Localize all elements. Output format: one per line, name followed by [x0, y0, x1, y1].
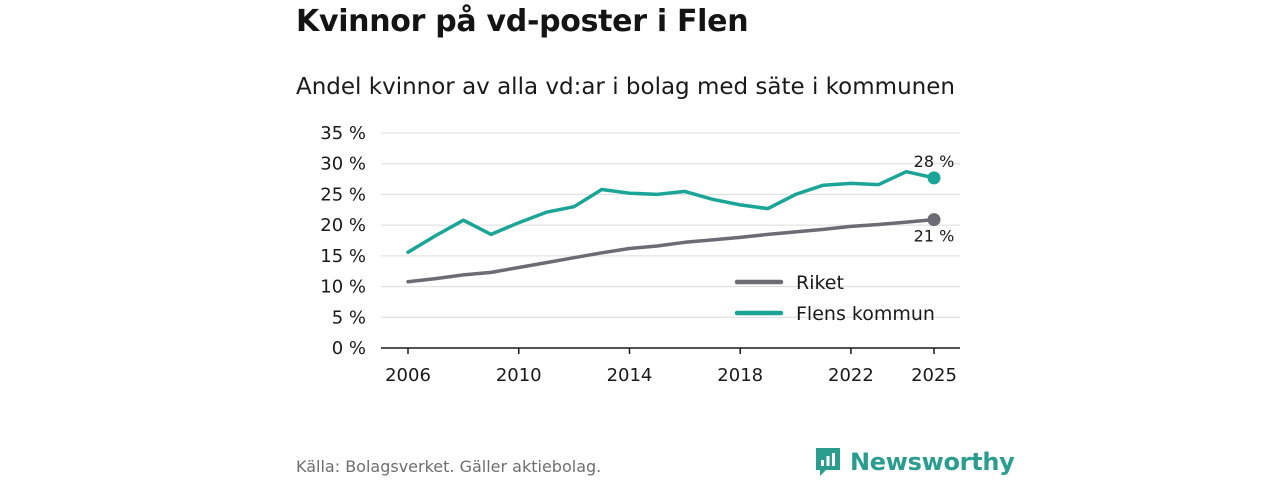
- end-point-marker: [927, 213, 941, 227]
- end-value-label: 28 %: [914, 152, 955, 171]
- series-line-flen: [406, 169, 936, 254]
- newsworthy-logo-icon: [816, 448, 840, 476]
- y-axis-ticks: 0 % 5 % 10 % 15 % 20 % 25 % 30 % 35 %: [320, 123, 366, 359]
- y-tick-label: 20 %: [320, 215, 366, 236]
- x-tick-label: 2018: [717, 365, 763, 386]
- series-line-riket: [406, 217, 936, 284]
- y-tick-label: 35 %: [320, 123, 366, 144]
- series-lines: 21 % 28 %: [406, 152, 955, 284]
- x-tick-label: 2014: [607, 365, 653, 386]
- legend-label: Riket: [796, 272, 844, 294]
- y-tick-label: 5 %: [332, 307, 366, 328]
- chart-subtitle: Andel kvinnor av alla vd:ar i bolag med …: [296, 74, 955, 100]
- x-axis-ticks: 2006 2010 2014 2018 2022 2025: [381, 347, 960, 386]
- brand-logo: Newsworthy: [814, 446, 1015, 478]
- chart-title: Kvinnor på vd-poster i Flen: [296, 4, 749, 39]
- legend: Riket Flens kommun: [734, 272, 935, 325]
- x-tick-label: 2010: [496, 365, 542, 386]
- y-tick-label: 10 %: [320, 277, 366, 298]
- source-note: Källa: Bolagsverket. Gäller aktiebolag.: [296, 457, 602, 476]
- x-tick-label: 2025: [911, 365, 957, 386]
- y-tick-label: 15 %: [320, 246, 366, 267]
- x-tick-label: 2022: [828, 365, 874, 386]
- y-tick-label: 0 %: [332, 338, 366, 359]
- brand-name: Newsworthy: [850, 448, 1015, 476]
- end-value-label: 21 %: [914, 227, 955, 246]
- x-tick-label: 2006: [385, 365, 431, 386]
- end-point-marker: [927, 171, 941, 185]
- y-tick-label: 25 %: [320, 184, 366, 205]
- legend-label: Flens kommun: [796, 303, 935, 325]
- y-tick-label: 30 %: [320, 154, 366, 175]
